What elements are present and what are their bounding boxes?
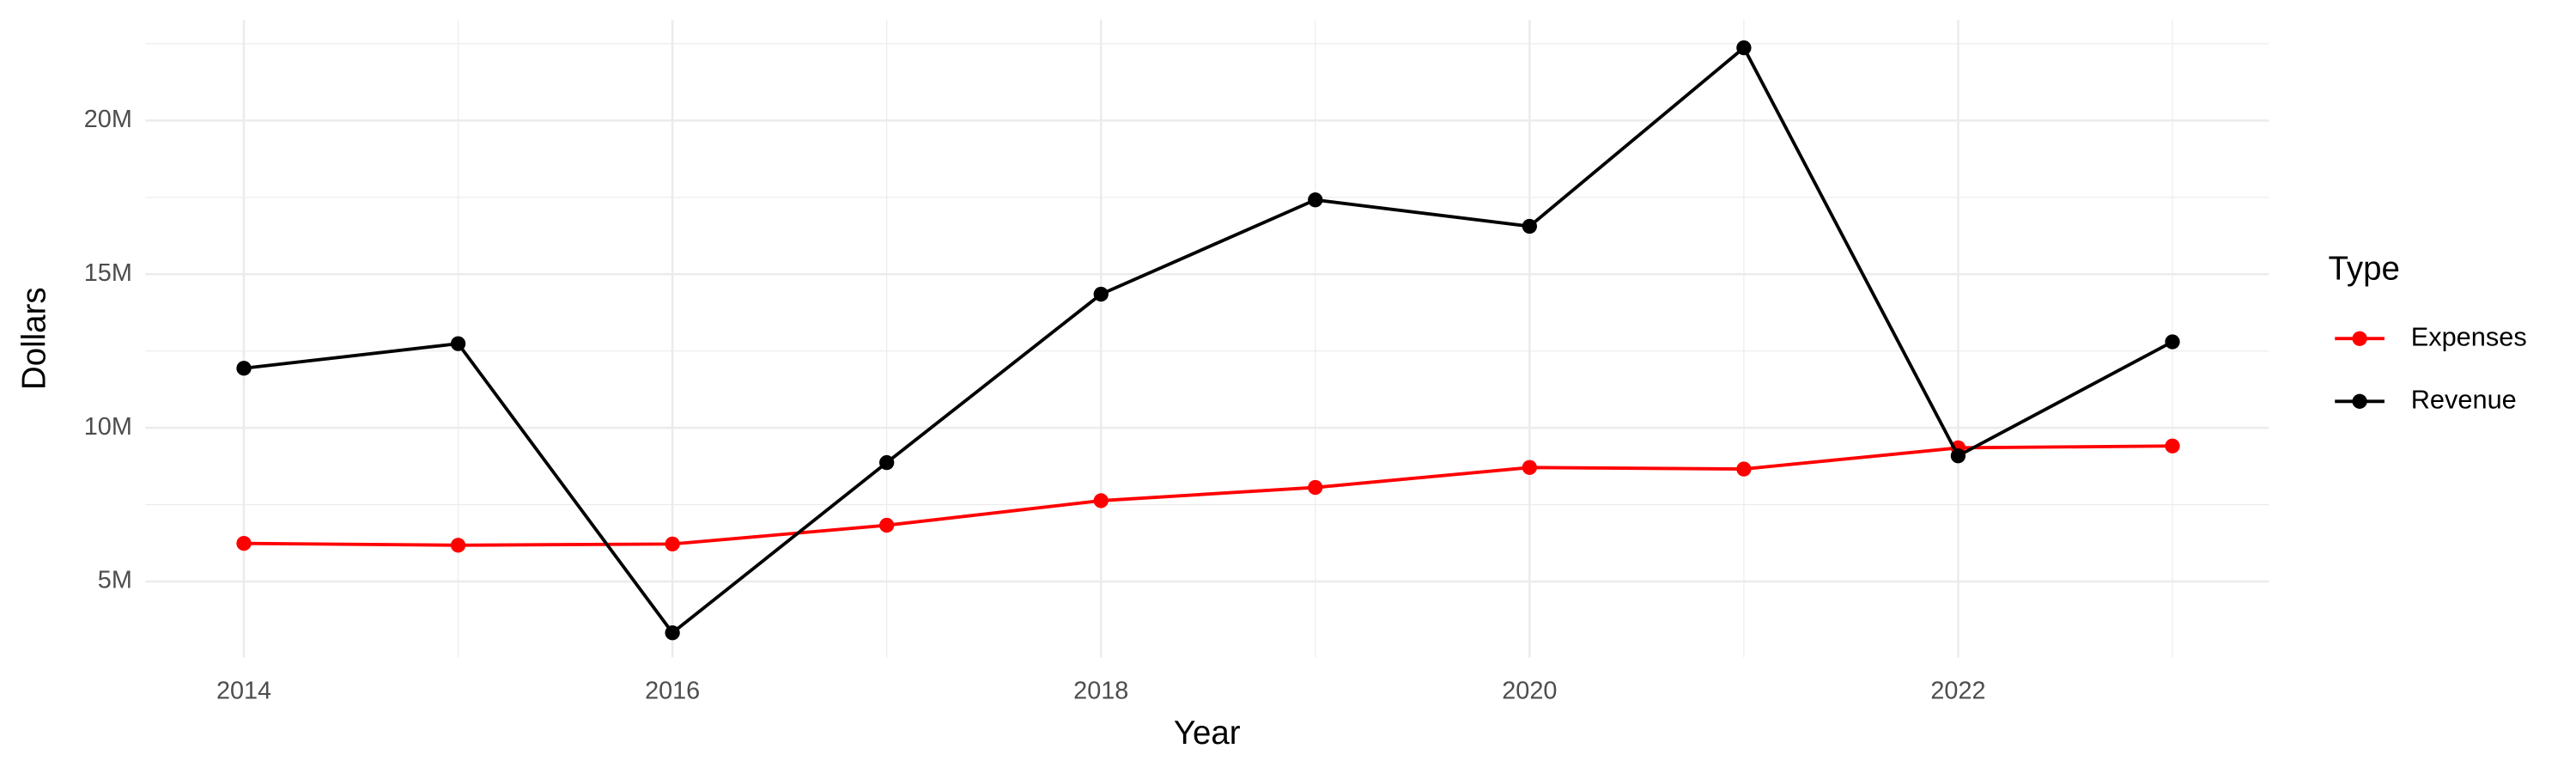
x-tick-label: 2018 [1073,677,1128,704]
grid [145,20,2269,658]
x-axis-title: Year [1174,715,1241,752]
data-point [450,336,466,351]
legend-label: Revenue [2411,384,2517,414]
data-point [1308,192,1323,208]
data-point [1522,218,1538,234]
data-point [1950,448,1966,464]
data-point [2165,334,2180,350]
y-tick-label: 20M [84,106,132,133]
data-point [236,536,252,551]
data-point [665,625,680,641]
data-point [879,517,895,533]
data-point [1308,479,1323,496]
x-tick-label: 2014 [216,677,271,704]
data-point [1736,40,1752,56]
x-tick-label: 2016 [645,677,700,704]
legend-marker [2352,393,2367,409]
legend-marker [2352,331,2367,346]
data-point [450,538,466,553]
data-point [1093,286,1109,302]
data-point [1736,461,1752,477]
y-tick-label: 10M [84,413,132,441]
x-tick-label: 2022 [1930,677,1985,704]
data-point [2165,438,2180,453]
data-point [665,536,680,552]
data-point [879,454,895,471]
legend-label: Expenses [2411,321,2527,351]
data-point [1522,460,1538,475]
y-tick-label: 15M [84,259,132,287]
series-line [244,444,2173,547]
series-line [243,45,2173,636]
data-point [236,361,252,376]
legend-title: Type [2329,251,2400,288]
y-tick-label: 5M [98,567,132,594]
x-tick-label: 2020 [1502,677,1557,704]
data-point [1093,493,1109,508]
y-axis-title: Dollars [15,287,52,390]
